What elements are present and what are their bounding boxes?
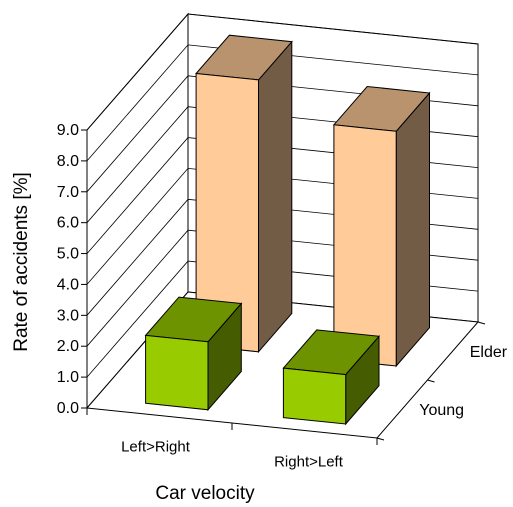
y-axis-title: Rate of accidents [%] xyxy=(11,172,32,352)
bar-side xyxy=(258,40,293,354)
series-label: Elder xyxy=(470,344,508,361)
x-axis-title: Car velocity xyxy=(155,483,255,504)
y-tick-label: 3.0 xyxy=(57,307,79,324)
series-label: Young xyxy=(419,402,464,419)
bar-front xyxy=(333,124,397,367)
depth-tick-mark xyxy=(477,321,486,325)
y-tick-label: 1.0 xyxy=(57,369,79,386)
gridline xyxy=(86,44,479,162)
y-tick-label: 6.0 xyxy=(57,215,79,232)
y-tick-label: 2.0 xyxy=(57,338,79,355)
bars xyxy=(144,34,431,426)
y-tick-label: 5.0 xyxy=(57,246,79,263)
x-category-label: Right>Left xyxy=(274,454,344,471)
y-tick-label: 8.0 xyxy=(57,153,79,170)
depth-tick-mark xyxy=(427,379,435,383)
gridline xyxy=(86,13,479,131)
y-tick-label: 9.0 xyxy=(57,122,79,139)
bar xyxy=(144,296,243,412)
bar xyxy=(282,329,381,426)
bar-side xyxy=(395,91,430,368)
bar xyxy=(332,85,431,368)
bar xyxy=(195,34,293,354)
bar-front xyxy=(145,334,209,411)
bar-front xyxy=(282,367,347,425)
y-tick-label: 7.0 xyxy=(57,184,79,201)
x-category-label: Left>Right xyxy=(121,439,191,456)
y-tick-label: 0.0 xyxy=(57,400,79,417)
depth-tick-mark xyxy=(376,437,385,441)
axis-labels: 0.0 1.0 2.0 3.0 4.0 5.0 6.0 7.0 8.0 9.0 Left>Right… xyxy=(57,122,508,471)
y-tick-label: 4.0 xyxy=(57,276,79,293)
